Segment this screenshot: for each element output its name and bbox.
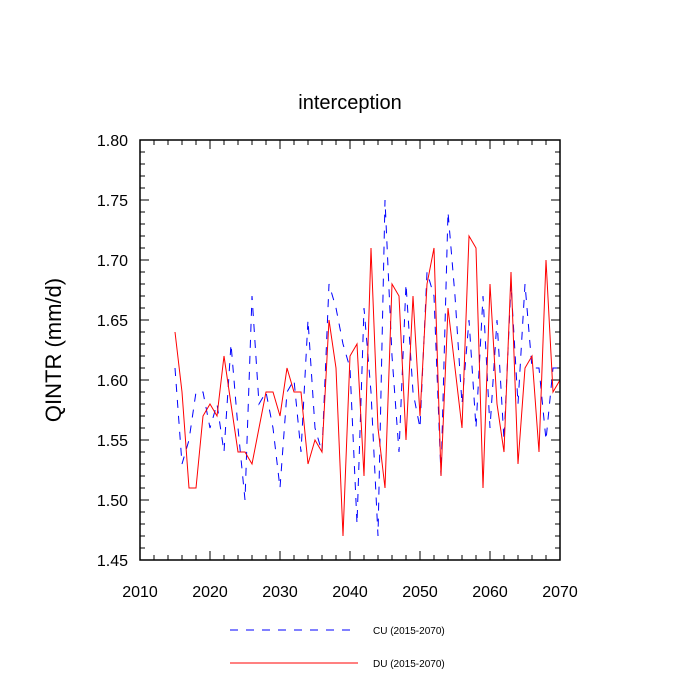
- y-tick-label: 1.60: [97, 373, 128, 390]
- plot-frame: [139, 139, 561, 561]
- y-tick-label: 1.55: [97, 433, 128, 450]
- x-tick-label: 2020: [192, 584, 228, 601]
- y-tick-label: 1.65: [97, 313, 128, 330]
- x-tick-label: 2070: [542, 584, 578, 601]
- y-tick-label: 1.50: [97, 493, 128, 510]
- series-line-du: [174, 234, 561, 537]
- x-tick-label: 2060: [472, 584, 508, 601]
- legend-label-du: DU (2015-2070): [373, 659, 445, 670]
- axis-ticks: [139, 139, 561, 561]
- chart-title: interception: [298, 92, 401, 114]
- x-tick-label: 2040: [332, 584, 368, 601]
- legend-label-cu: CU (2015-2070): [373, 626, 445, 637]
- y-tick-label: 1.45: [97, 553, 128, 570]
- y-tick-label: 1.80: [97, 133, 128, 150]
- y-tick-label: 1.75: [97, 193, 128, 210]
- y-axis-label: QINTR (mm/d): [41, 278, 66, 422]
- x-tick-label: 2030: [262, 584, 298, 601]
- x-tick-label: 2010: [122, 584, 158, 601]
- y-tick-label: 1.70: [97, 253, 128, 270]
- legend: CU (2015-2070) DU (2015-2070): [230, 626, 445, 670]
- series-layer: [174, 199, 561, 537]
- x-tick-label: 2050: [402, 584, 438, 601]
- tick-labels: 2010 2020 2030 2040 2050 2060 2070 1.45 1.50 1.55…: [97, 133, 578, 601]
- series-line-cu: [174, 199, 560, 537]
